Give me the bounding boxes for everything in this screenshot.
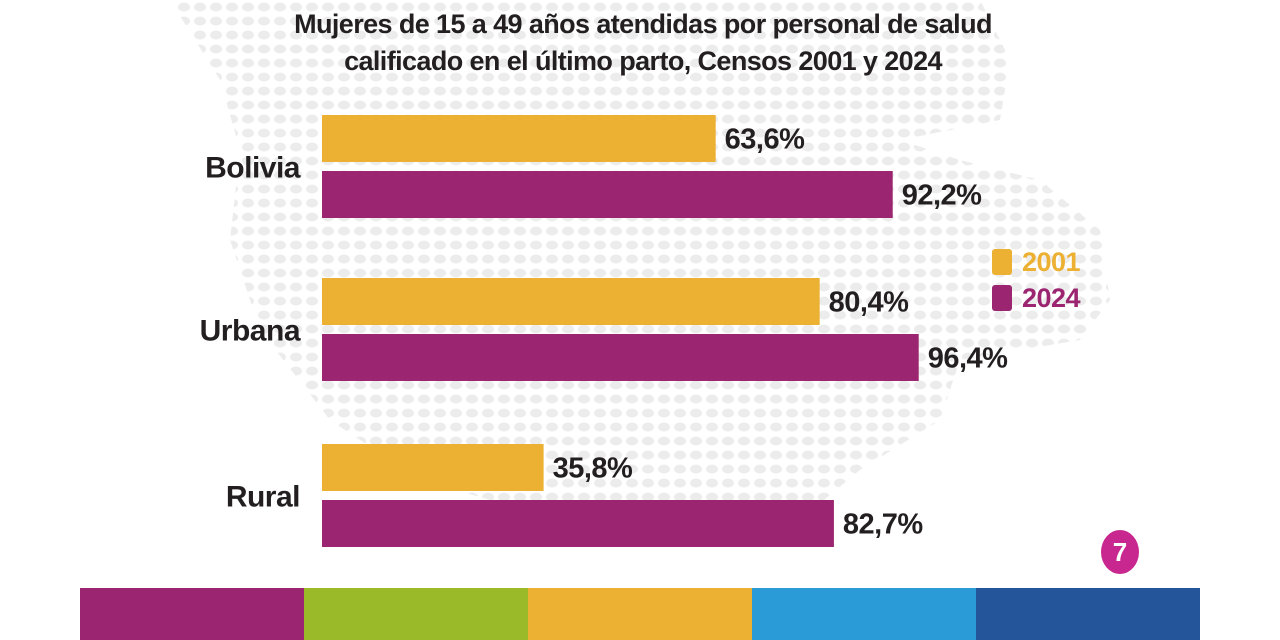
bar-bolivia-2024 [322, 171, 893, 218]
footer-stripe-2 [304, 588, 528, 640]
legend-swatch-2024 [992, 285, 1012, 311]
data-label-bolivia-2024: 92,2% [902, 180, 982, 212]
category-label-urbana: Urbana [200, 315, 301, 348]
legend-label-2024: 2024 [1022, 282, 1081, 313]
legend-item-2024: 2024 [992, 280, 1081, 316]
chart-legend: 2001 2024 [992, 244, 1081, 316]
data-label-urbana-2024: 96,4% [928, 343, 1008, 375]
bar-urbana-2024 [322, 334, 919, 381]
data-label-bolivia-2001: 63,6% [725, 124, 805, 156]
bar-bolivia-2001 [322, 115, 716, 162]
legend-swatch-2001 [992, 249, 1012, 275]
chart-title-line-2: calificado en el último parto, Censos 20… [344, 46, 942, 76]
data-label-urbana-2001: 80,4% [829, 287, 909, 319]
chart-title-line-1: Mujeres de 15 a 49 años atendidas por pe… [294, 9, 992, 39]
chart-title: Mujeres de 15 a 49 años atendidas por pe… [240, 6, 1046, 80]
data-label-rural-2024: 82,7% [843, 509, 923, 541]
category-label-rural: Rural [226, 481, 300, 514]
legend-item-2001: 2001 [992, 244, 1081, 280]
bar-rural-2024 [322, 500, 834, 547]
footer-stripe-4 [752, 588, 976, 640]
footer-color-stripes [80, 588, 1200, 640]
footer-stripe-3 [528, 588, 752, 640]
bar-urbana-2001 [322, 278, 820, 325]
footer-stripe-1 [80, 588, 304, 640]
data-label-rural-2001: 35,8% [553, 453, 633, 485]
footer-stripe-5 [976, 588, 1200, 640]
page-number-badge: 7 [1101, 530, 1139, 574]
legend-label-2001: 2001 [1022, 246, 1081, 277]
bar-chart: Bolivia 63,6% 92,2% Urbana 80,4% 96,4% Rural 35… [200, 115, 1009, 547]
bar-rural-2001 [322, 444, 544, 491]
category-label-bolivia: Bolivia [205, 152, 301, 185]
